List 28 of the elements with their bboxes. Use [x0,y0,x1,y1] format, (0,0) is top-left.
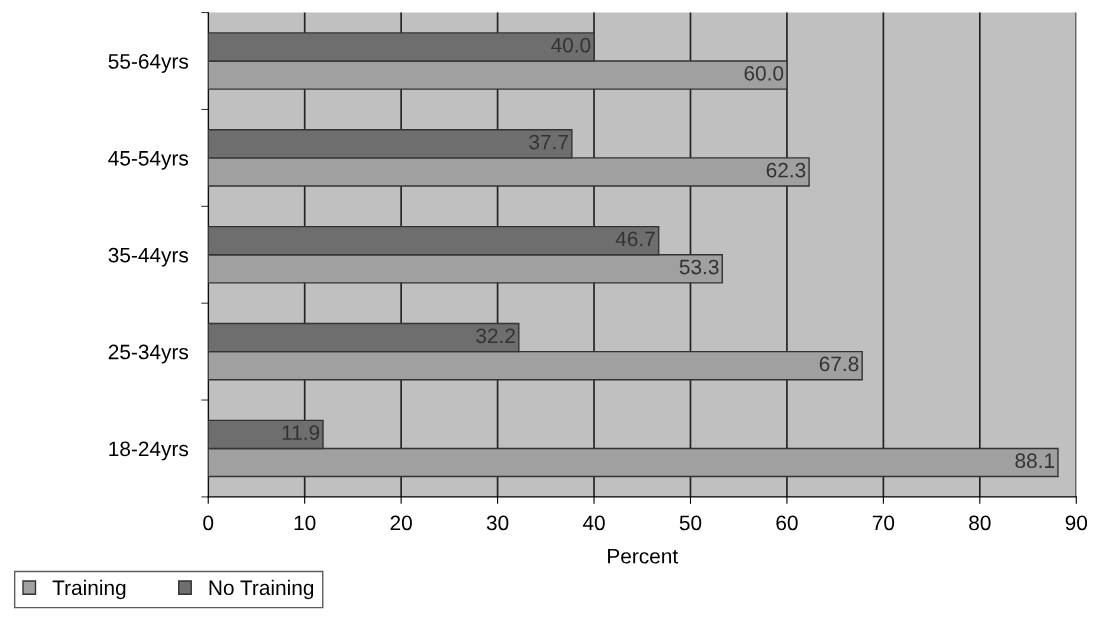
data-label: 67.8 [819,356,859,372]
y-tick-label: 18-24yrs [109,441,189,461]
y-tick-label: 25-34yrs [108,344,189,364]
x-tick-label: 20 [390,515,412,531]
data-label: 62.3 [766,162,806,178]
data-label: 60.0 [744,65,784,81]
x-tick-label: 80 [969,515,991,531]
x-tick-label: 10 [294,515,316,531]
data-label: 37.7 [529,134,568,150]
x-axis-title: Percent [608,549,678,564]
y-tick-label: 35-44yrs [108,247,189,267]
data-label: 53.3 [679,259,719,275]
x-tick-label: 0 [203,515,214,531]
y-tick-label: 55-64yrs [108,54,189,73]
x-tick-label: 90 [1065,515,1088,531]
data-label: 32.2 [476,328,515,344]
legend-label: Training [52,579,126,600]
data-label: 88.1 [1015,453,1055,469]
x-tick-label: 70 [872,515,895,531]
legend-label: No Training [209,579,314,600]
x-tick-label: 30 [486,515,509,531]
data-label: 11.9 [282,425,320,441]
y-tick-label: 45-54yrs [108,151,189,170]
data-label: 40.0 [551,37,591,53]
data-label: 46.7 [615,231,655,247]
x-tick-label: 60 [776,515,798,531]
x-tick-label: 50 [679,515,702,531]
x-tick-label: 40 [582,515,605,531]
